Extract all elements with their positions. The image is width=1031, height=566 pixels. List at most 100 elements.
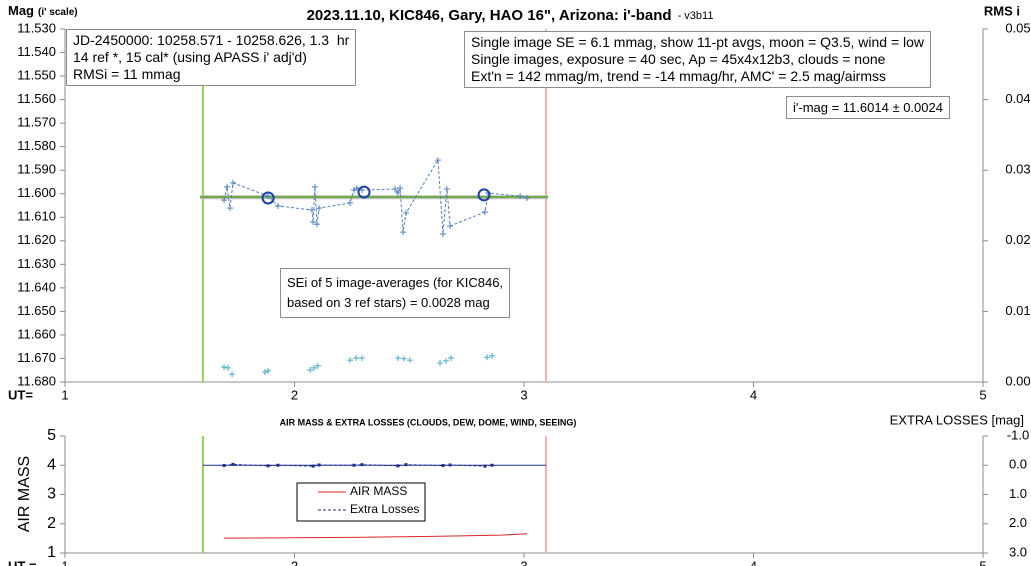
y-tick-label: 11.550: [17, 68, 56, 83]
point: [400, 229, 407, 236]
point: [311, 183, 318, 190]
y2-tick-label: 0.05: [1005, 20, 1030, 35]
chart-title: AIR MASS & EXTRA LOSSES (CLOUDS, DEW, DO…: [280, 417, 577, 427]
point: [310, 218, 317, 225]
x-tick-label: 1: [61, 387, 68, 402]
y-axis-label: Mag (i' scale): [8, 3, 78, 18]
point: [360, 463, 364, 467]
point: [265, 367, 272, 374]
annotation-line: Single image SE = 6.1 mmag, show 11-pt a…: [471, 34, 925, 50]
annotation-line: Single images, exposure = 40 sec, Ap = 4…: [471, 51, 886, 67]
point: [489, 352, 496, 359]
x-tick-label: 3: [520, 387, 527, 402]
legend-label: Extra Losses: [350, 502, 419, 516]
point: [311, 364, 318, 371]
point: [358, 354, 365, 361]
point: [448, 354, 455, 361]
point: [308, 206, 315, 213]
y2-axis-label: EXTRA LOSSES [mag]: [890, 412, 1024, 427]
point: [224, 183, 231, 190]
y2-tick-label: 1.0: [1009, 486, 1027, 501]
point: [347, 357, 354, 364]
y-tick-label: 3: [47, 486, 56, 503]
x-axis-label: UT=: [8, 387, 33, 402]
annotation-box: SEi of 5 image-averages (for KIC846, base…: [280, 268, 511, 318]
legend-label: AIR MASS: [350, 484, 407, 498]
point: [221, 364, 228, 371]
point: [517, 193, 524, 200]
y-axis-label-note: (i' scale): [38, 7, 78, 18]
point: [274, 202, 281, 209]
point: [313, 221, 320, 228]
x-tick-label: 2: [291, 558, 298, 566]
point: [397, 185, 404, 192]
point: [437, 359, 444, 366]
point: [483, 464, 487, 468]
point: [447, 222, 454, 229]
x-tick-label: 2: [291, 387, 298, 402]
point: [400, 355, 407, 362]
point: [311, 464, 315, 468]
point: [443, 186, 450, 193]
y2-tick-label: 0.00: [1005, 373, 1030, 388]
y-tick-label: 1: [47, 544, 56, 561]
point: [406, 357, 413, 364]
y-tick-label: 11.650: [17, 303, 56, 318]
y-tick-label: 11.680: [17, 373, 56, 388]
x-tick-label: 5: [979, 387, 986, 402]
point: [261, 369, 268, 376]
point: [395, 354, 402, 361]
y-tick-label: 11.630: [17, 256, 56, 271]
legend-box: [296, 482, 426, 522]
y-tick-label: 11.580: [17, 138, 56, 153]
title-main: 2023.11.10, KIC846, Gary, HAO 16", Arizo…: [307, 7, 672, 24]
point: [404, 463, 408, 467]
x-axis-label: UT =: [8, 558, 37, 566]
point: [439, 230, 446, 237]
point: [392, 186, 399, 193]
y-tick-label: 5: [47, 427, 56, 444]
x-tick-label: 4: [750, 558, 757, 566]
y2-tick-label: 0.03: [1005, 162, 1030, 177]
point: [347, 199, 354, 206]
point: [266, 464, 270, 468]
x-tick-label: 5: [979, 558, 986, 566]
y-tick-label: 11.590: [17, 162, 56, 177]
y2-tick-label: 0.04: [1005, 91, 1030, 106]
point: [221, 197, 228, 204]
point: [265, 193, 272, 200]
annotation-box: JD-2450000: 10258.571 - 10258.626, 1.3 h…: [66, 29, 357, 86]
y-axis-label-main: Mag: [8, 3, 34, 18]
y-tick-label: 11.560: [17, 91, 56, 106]
point: [434, 157, 441, 164]
annotation-box: i'-mag = 11.6014 ± 0.0024: [786, 96, 950, 119]
point: [403, 210, 410, 217]
point: [316, 205, 323, 212]
point: [231, 462, 235, 466]
y-tick-label: 2: [47, 515, 56, 532]
x-tick-label: 3: [520, 558, 527, 566]
point: [395, 190, 402, 197]
annotation-line: RMSi = 11 mmag: [73, 66, 181, 82]
point: [229, 179, 236, 186]
series-line: [224, 533, 528, 539]
y2-tick-label: 0.01: [1005, 303, 1030, 318]
y-tick-label: 11.620: [17, 232, 56, 247]
y-axis-label: AIR MASS: [16, 456, 33, 532]
y2-tick-label: 3.0: [1009, 544, 1027, 559]
annotation-line: 14 ref *, 15 cal* (using APASS i' adj'd): [73, 49, 307, 65]
annotation-line: i'-mag = 11.6014 ± 0.0024: [793, 100, 943, 115]
y-tick-label: 11.570: [17, 115, 56, 130]
point: [307, 366, 314, 373]
y2-tick-label: -1.0: [1007, 427, 1029, 442]
y2-tick-label: 0.02: [1005, 232, 1030, 247]
point: [353, 354, 360, 361]
y-tick-label: 11.530: [17, 20, 56, 35]
point: [314, 362, 321, 369]
y-tick-label: 11.670: [17, 350, 56, 365]
chart-title: 2023.11.10, KIC846, Gary, HAO 16", Arizo…: [307, 7, 714, 24]
point: [481, 209, 488, 216]
y2-axis-label: RMS i: [984, 3, 1020, 18]
y-tick-label: 4: [47, 456, 56, 473]
average-point: [477, 188, 491, 202]
